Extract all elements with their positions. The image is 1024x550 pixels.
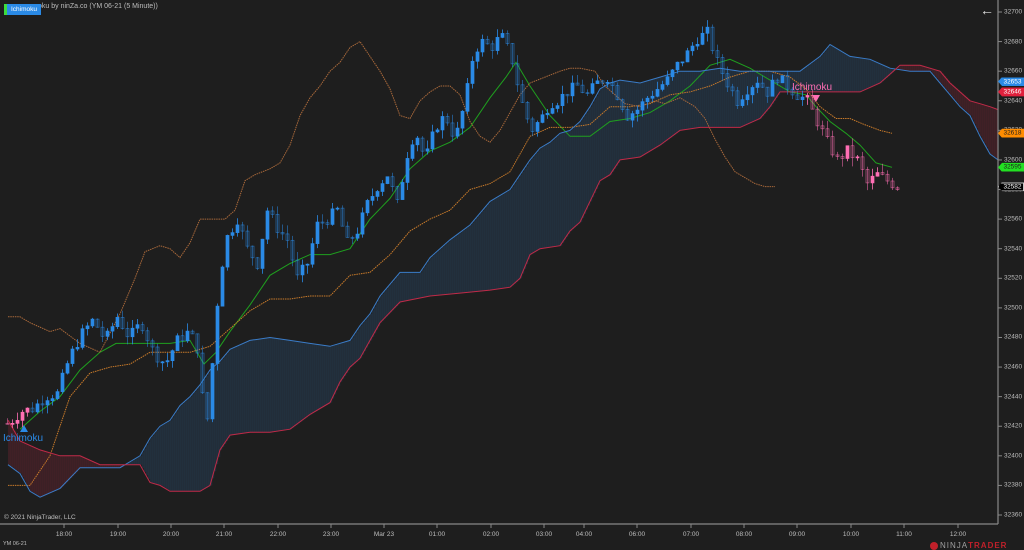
ninjatrader-logo-icon [930, 541, 938, 550]
x-tick-label: 09:00 [788, 531, 806, 538]
instrument-label: YM 06-21 [3, 541, 27, 547]
y-tick-label: 32660 [1004, 67, 1023, 75]
x-tick-label: 01:00 [428, 531, 446, 538]
ichimoku-lines [7, 40, 999, 498]
price-marker-32618: 32618 [998, 128, 1024, 138]
copyright-text: © 2021 NinjaTrader, LLC [4, 514, 76, 521]
price-marker-32646: 32646 [998, 87, 1024, 97]
x-tick-label: 18:00 [55, 531, 73, 538]
chikouline [8, 40, 775, 353]
y-tick-label: 32460 [1004, 363, 1023, 371]
x-tick-label: 07:00 [682, 531, 700, 538]
y-tick-label: 32480 [1004, 333, 1023, 341]
signal-arrows [20, 95, 820, 432]
senkou-span-aline [7, 43, 999, 498]
arrow-left-icon[interactable]: ← [980, 2, 994, 18]
x-tick-label: 03:00 [535, 531, 553, 538]
x-tick-label: 19:00 [109, 531, 127, 538]
x-tick-label: Mar 23 [373, 531, 395, 538]
price-marker-32582: 32582 [998, 182, 1024, 192]
x-tick-label: 20:00 [162, 531, 180, 538]
x-tick-label: 22:00 [269, 531, 287, 538]
y-axis-ticks [998, 11, 1002, 516]
y-tick-label: 32600 [1004, 156, 1023, 164]
y-tick-label: 32440 [1004, 393, 1023, 401]
y-tick-label: 32560 [1004, 215, 1023, 223]
x-tick-label: 06:00 [628, 531, 646, 538]
y-tick-label: 32700 [1004, 8, 1023, 16]
x-tick-label: 02:00 [482, 531, 500, 538]
x-tick-label: 21:00 [215, 531, 233, 538]
tenkan-senline [19, 58, 893, 430]
x-tick-label: 04:00 [575, 531, 593, 538]
y-tick-label: 32420 [1004, 422, 1023, 430]
ninjatrader-logo: NINJATRADER [930, 541, 1007, 550]
price-marker-32653: 32653 [998, 77, 1024, 87]
y-tick-label: 32400 [1004, 452, 1023, 460]
sell-signal-arrow-icon [812, 95, 820, 102]
x-tick-label: 08:00 [735, 531, 753, 538]
y-tick-label: 32540 [1004, 245, 1023, 253]
y-tick-label: 32520 [1004, 274, 1023, 282]
sell-signal-label: Ichimoku [792, 82, 833, 93]
buy-signal-arrow-icon [20, 425, 28, 432]
chart-title: oku by ninZa.co (YM 06-21 (5 Minute)) [38, 3, 158, 10]
ichimoku-cloud [8, 44, 999, 498]
y-tick-label: 32680 [1004, 38, 1023, 46]
x-tick-label: 11:00 [896, 531, 912, 538]
kijun-senline [8, 70, 893, 486]
y-tick-label: 32640 [1004, 97, 1023, 105]
candlesticks [5, 20, 900, 429]
x-tick-label: 10:00 [842, 531, 860, 538]
y-tick-label: 32380 [1004, 481, 1023, 489]
senkou-span-bline [7, 64, 999, 492]
buy-signal-label: Ichimoku [3, 433, 44, 444]
y-tick-label: 32500 [1004, 304, 1023, 312]
x-tick-label: 12:00 [949, 531, 967, 538]
price-marker-32595: 32595 [998, 162, 1024, 172]
y-tick-label: 32360 [1004, 511, 1023, 519]
x-tick-label: 23:00 [322, 531, 340, 538]
x-axis-ticks [63, 524, 959, 528]
indicator-badge[interactable]: Ichimoku [4, 4, 41, 15]
